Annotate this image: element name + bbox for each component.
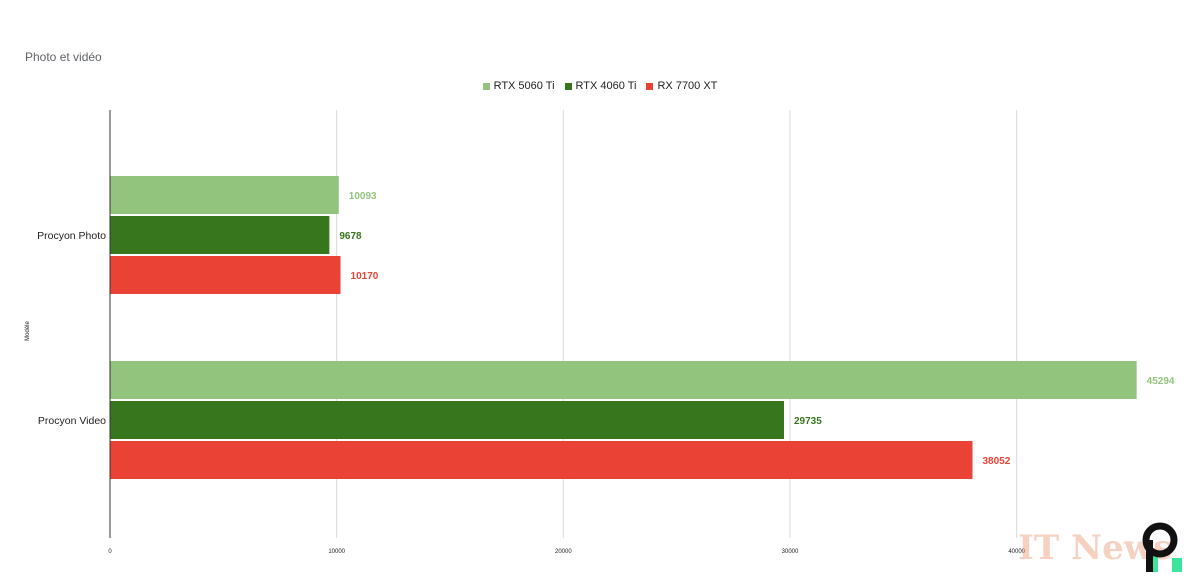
p-logo-icon	[1142, 522, 1182, 572]
legend-item-rx-7700-xt[interactable]: RX 7700 XT	[646, 80, 717, 92]
it-news-watermark: IT News	[1018, 522, 1193, 572]
category-label-0: Procyon Photo	[37, 230, 106, 242]
x-tick-label-40000: 40000	[1008, 549, 1025, 555]
data-label-rtx-5060-ti-procyon-photo: 10093	[349, 191, 377, 202]
x-tick-label-20000: 20000	[555, 549, 572, 555]
bar-rtx-4060-ti-procyon-video	[110, 401, 784, 439]
chart-title: Photo et vidéo	[25, 50, 102, 64]
category-label-1: Procyon Video	[38, 415, 106, 427]
legend-item-rtx-5060-ti[interactable]: RTX 5060 Ti	[482, 80, 555, 92]
data-label-rx-7700-xt-procyon-photo: 10170	[351, 271, 379, 282]
legend-label-rtx-4060-ti: RTX 4060 Ti	[575, 80, 637, 92]
bar-rx-7700-xt-procyon-photo	[110, 256, 341, 294]
bar-rtx-5060-ti-procyon-video	[110, 361, 1137, 399]
bar-rtx-5060-ti-procyon-photo	[110, 176, 339, 214]
bar-rx-7700-xt-procyon-video	[110, 441, 973, 479]
x-tick-label-30000: 30000	[782, 549, 799, 555]
data-label-rx-7700-xt-procyon-video: 38052	[983, 456, 1011, 467]
legend-label-rtx-5060-ti: RTX 5060 Ti	[493, 80, 555, 92]
legend-swatch-rtx-4060-ti	[564, 82, 572, 90]
legend-label-rx-7700-xt: RX 7700 XT	[657, 80, 718, 92]
x-tick-label-0: 0	[108, 549, 112, 555]
x-tick-label-10000: 10000	[328, 549, 345, 555]
legend-item-rtx-4060-ti[interactable]: RTX 4060 Ti	[564, 80, 637, 92]
bar-rtx-4060-ti-procyon-photo	[110, 216, 330, 254]
legend-swatch-rtx-5060-ti	[482, 82, 490, 90]
legend-swatch-rx-7700-xt	[646, 82, 654, 90]
data-label-rtx-4060-ti-procyon-video: 29735	[794, 416, 822, 427]
data-label-rtx-5060-ti-procyon-video: 45294	[1147, 376, 1175, 387]
chart-legend: RTX 5060 Ti RTX 4060 Ti RX 7700 XT	[0, 80, 1200, 92]
data-label-rtx-4060-ti-procyon-photo: 9678	[339, 231, 362, 242]
